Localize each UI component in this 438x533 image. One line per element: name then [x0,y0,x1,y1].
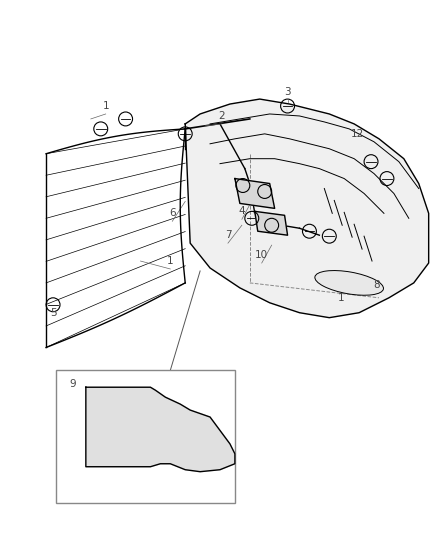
Polygon shape [185,99,429,318]
Text: 6: 6 [169,208,176,219]
Text: 2: 2 [219,111,225,121]
Text: 3: 3 [284,87,291,97]
Text: 10: 10 [255,250,268,260]
Polygon shape [255,212,288,235]
Circle shape [172,433,179,440]
Text: 9: 9 [70,379,76,389]
Text: 1: 1 [102,101,109,111]
Polygon shape [86,387,235,472]
Circle shape [224,456,231,463]
FancyBboxPatch shape [56,370,235,504]
Text: 12: 12 [350,129,364,139]
Text: 8: 8 [374,280,380,290]
Text: 4: 4 [239,206,245,216]
Circle shape [179,463,186,470]
Circle shape [99,401,106,408]
Polygon shape [235,179,275,208]
Circle shape [152,417,159,424]
Text: 5: 5 [50,308,57,318]
Text: 1: 1 [167,256,173,266]
Circle shape [92,391,99,398]
Ellipse shape [315,271,384,295]
Circle shape [208,440,215,447]
Text: 7: 7 [225,230,231,240]
Text: 1: 1 [338,293,345,303]
